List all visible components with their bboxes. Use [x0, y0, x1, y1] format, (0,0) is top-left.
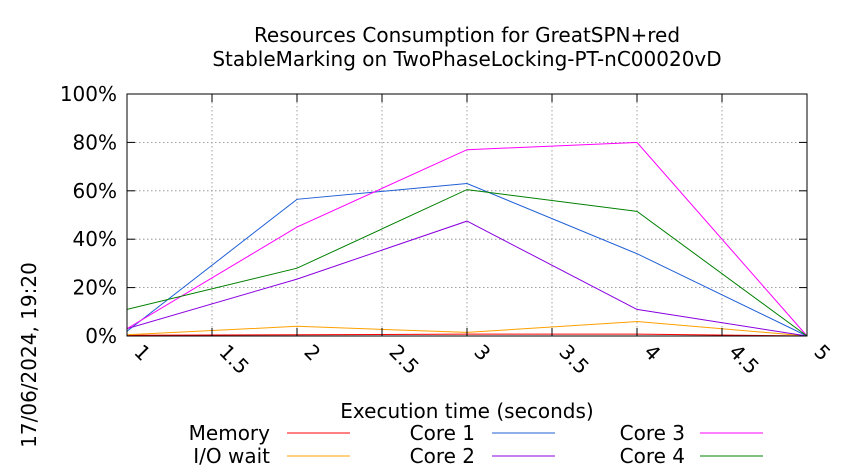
y-axis-tick-labels: 0% 20% 40% 60% 80% 100%: [60, 82, 117, 348]
x-tick-label: 4.5: [724, 340, 763, 379]
legend-label: Memory: [189, 421, 271, 445]
legend-entry-core-2: Core 2: [410, 444, 555, 468]
legend-label: Core 3: [620, 421, 685, 445]
series-line-core-4: [126, 189, 808, 337]
y-tick-label: 100%: [60, 82, 117, 106]
legend-entry-i-o-wait: I/O wait: [193, 444, 350, 468]
y-tick-label: 0%: [85, 324, 117, 348]
y-tick-label: 40%: [73, 227, 117, 251]
y-tick-label: 80%: [73, 130, 117, 154]
chart-title-line-2: StableMarking on TwoPhaseLocking-PT-nC00…: [212, 47, 721, 71]
x-tick-label: 1.5: [214, 340, 253, 379]
legend-entry-core-3: Core 3: [620, 421, 763, 445]
x-tick-label: 2.5: [384, 340, 423, 379]
series-line-core-2: [126, 220, 808, 337]
grid-layer: [127, 94, 807, 336]
x-tick-label: 1: [129, 340, 155, 366]
legend-label: Core 2: [410, 444, 475, 468]
legend-entry-core-4: Core 4: [620, 444, 763, 468]
chart-title-line-1: Resources Consumption for GreatSPN+red: [254, 23, 680, 47]
x-tick-label: 5: [809, 340, 835, 366]
x-axis-tick-labels: 1 1.5 2 2.5 3 3.5 4 4.5 5: [129, 340, 835, 379]
x-axis-label: Execution time (seconds): [340, 399, 593, 423]
legend-entry-memory: Memory: [189, 421, 350, 445]
legend-entry-core-1: Core 1: [410, 421, 555, 445]
legend-label: I/O wait: [193, 444, 270, 468]
x-tick-label: 3: [469, 340, 495, 366]
series-line-core-1: [126, 182, 808, 337]
x-tick-label: 4: [639, 340, 665, 366]
series-line-core-3: [126, 141, 808, 337]
timestamp-label: 17/06/2024, 19:20: [17, 262, 41, 448]
chart-title: Resources Consumption for GreatSPN+red S…: [212, 23, 721, 71]
legend-label: Core 1: [410, 421, 475, 445]
x-tick-label: 2: [299, 340, 325, 366]
x-tick-label: 3.5: [554, 340, 593, 379]
legend-label: Core 4: [620, 444, 685, 468]
y-tick-label: 60%: [73, 179, 117, 203]
y-tick-label: 20%: [73, 276, 117, 300]
tick-layer: [126, 93, 808, 337]
